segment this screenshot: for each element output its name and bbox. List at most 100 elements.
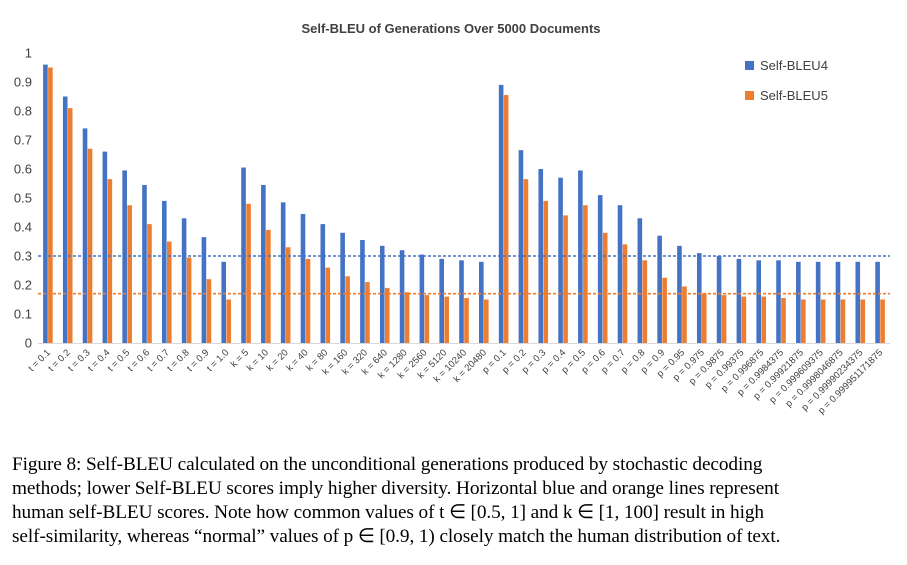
bar-self-bleu4 [62,96,68,343]
bar-self-bleu4 [776,260,781,343]
figure-caption: Figure 8: Self-BLEU calculated on the un… [12,453,897,549]
caption-line: methods; lower Self-BLEU scores imply hi… [12,478,779,499]
self-bleu-chart: Self-BLEU of Generations Over 5000 Docum… [14,21,890,416]
bar-self-bleu5 [127,205,132,343]
bar-self-bleu5 [424,295,430,343]
bar-self-bleu4 [657,235,662,343]
y-tick-label: 0.5 [14,191,32,206]
bar-self-bleu5 [404,292,410,343]
bar-self-bleu5 [464,298,469,343]
bar-self-bleu4 [855,261,861,343]
bar-self-bleu4 [716,256,722,343]
bar-self-bleu5 [840,299,846,343]
y-tick-label: 0.6 [14,162,32,177]
bar-self-bleu4 [181,218,187,343]
bar-self-bleu4 [796,261,801,343]
bar-self-bleu4 [142,184,147,343]
bar-self-bleu4 [558,177,563,343]
caption-line: Figure 8: Self-BLEU calculated on the un… [12,454,763,475]
bar-self-bleu5 [285,247,291,343]
y-tick-label: 1 [25,46,32,61]
bar-self-bleu4 [875,261,880,343]
bar-self-bleu4 [102,151,108,343]
y-tick-label: 0.2 [14,278,32,293]
bar-self-bleu4 [221,261,227,343]
bar-self-bleu4 [637,218,643,343]
bar-self-bleu4 [498,84,504,344]
bar-self-bleu5 [305,258,311,343]
bar-self-bleu4 [82,128,88,343]
bar-self-bleu5 [226,299,232,343]
bar-self-bleu4 [597,195,603,343]
bar-self-bleu5 [543,200,549,343]
bar-self-bleu4 [300,213,306,343]
bar-self-bleu4 [439,258,444,343]
bar-self-bleu5 [880,299,885,343]
x-tick-label: t = 1.0 [205,347,232,374]
y-tick-label: 0.9 [14,75,32,90]
bar-self-bleu5 [820,299,826,343]
bar-self-bleu5 [444,296,449,343]
human-reference-lines [38,255,890,295]
bar-self-bleu5 [741,296,747,343]
bar-self-bleu5 [781,298,786,343]
bar-self-bleu5 [246,203,251,343]
bar-self-bleu4 [379,245,385,343]
bar-self-bleu5 [87,148,93,343]
bar-self-bleu5 [48,67,53,343]
bar-self-bleu4 [161,200,167,343]
bar-self-bleu5 [662,277,667,343]
bar-self-bleu4 [360,240,365,343]
legend-label-self-bleu5: Self-BLEU5 [760,88,828,103]
bar-self-bleu5 [186,257,192,343]
bar-self-bleu5 [583,205,588,343]
bar-self-bleu5 [682,286,687,343]
bar-self-bleu5 [860,299,866,343]
bar-self-bleu4 [340,232,345,343]
bar-self-bleu5 [761,296,767,343]
bar-self-bleu5 [523,179,529,343]
bar-self-bleu4 [696,253,702,343]
bar-self-bleu4 [815,261,821,343]
y-tick-label: 0.1 [14,307,32,322]
bar-self-bleu5 [503,95,509,343]
bar-self-bleu5 [107,179,113,343]
bar-self-bleu5 [642,260,648,343]
bar-self-bleu4 [835,261,841,343]
bar-self-bleu4 [43,64,48,343]
caption-line: human self-BLEU scores. Note how common … [12,502,764,523]
legend: Self-BLEU4 Self-BLEU5 [745,58,828,103]
bar-self-bleu5 [365,282,370,343]
y-tick-label: 0.3 [14,249,32,264]
bar-self-bleu5 [67,108,73,343]
caption-line: self-similarity, whereas “normal” values… [12,526,781,547]
bar-self-bleu5 [325,267,331,343]
bar-self-bleu4 [617,205,623,343]
bar-self-bleu4 [736,258,742,343]
legend-swatch-self-bleu4 [745,61,754,70]
bar-self-bleu4 [459,260,464,343]
y-tick-label: 0.7 [14,133,32,148]
bar-self-bleu5 [484,299,489,343]
bar-self-bleu4 [399,250,405,343]
bar-self-bleu4 [320,224,326,343]
bar-self-bleu5 [206,279,212,343]
bar-self-bleu5 [602,232,608,343]
bar-self-bleu4 [419,254,425,343]
bar-self-bleu5 [147,224,152,343]
bar-self-bleu5 [266,229,271,343]
bar-self-bleu4 [518,150,524,343]
legend-label-self-bleu4: Self-BLEU4 [760,58,828,73]
bar-self-bleu5 [721,295,727,343]
x-axis: t = 0.1t = 0.2t = 0.3t = 0.4t = 0.5t = 0… [26,347,885,416]
bar-self-bleu5 [563,215,568,343]
y-axis: 0 0.1 0.2 0.3 0.4 0.5 0.6 0.7 0.8 0.9 1 [14,46,32,351]
bar-self-bleu4 [280,202,286,343]
legend-swatch-self-bleu5 [745,91,754,100]
bar-self-bleu5 [701,293,707,343]
bar-self-bleu4 [479,261,484,343]
y-tick-label: 0 [25,336,32,351]
bar-self-bleu4 [261,184,266,343]
bar-self-bleu4 [201,237,207,343]
chart-title: Self-BLEU of Generations Over 5000 Docum… [301,21,600,36]
